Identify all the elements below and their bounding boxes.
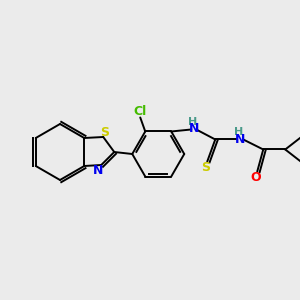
Text: Cl: Cl <box>134 105 147 118</box>
Text: H: H <box>234 128 243 137</box>
Text: S: S <box>100 125 109 139</box>
Text: S: S <box>201 161 210 174</box>
Text: O: O <box>250 171 261 184</box>
Text: N: N <box>189 122 200 135</box>
Text: H: H <box>188 118 197 128</box>
Text: N: N <box>93 164 104 176</box>
Text: N: N <box>235 133 245 146</box>
